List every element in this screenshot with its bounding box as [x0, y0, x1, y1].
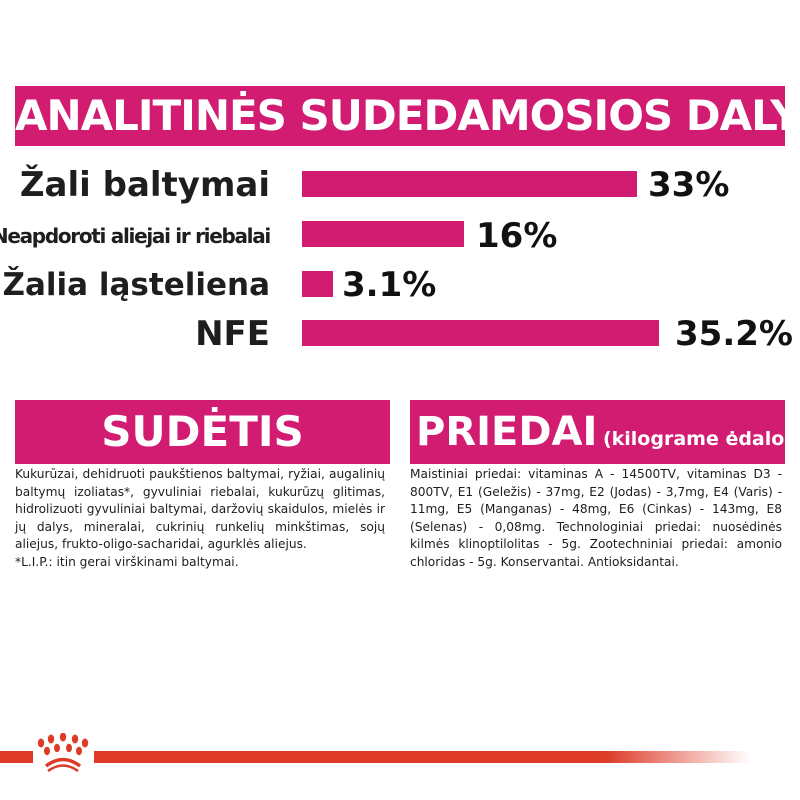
chart-row-fat: Neapdoroti aliejai ir riebalai 16%	[0, 216, 800, 256]
additives-text-block: Maistiniai priedai: vitaminas A - 14500T…	[410, 466, 782, 571]
bar	[302, 320, 659, 346]
composition-title: SUDĖTIS	[101, 407, 304, 456]
composition-text: Kukurūzai, dehidruoti paukštienos baltym…	[15, 467, 385, 551]
footer-line-left	[0, 751, 33, 763]
row-value: 35.2%	[675, 314, 793, 354]
row-value: 33%	[648, 165, 730, 205]
composition-header: SUDĖTIS	[15, 400, 390, 464]
chart-row-fibre: Žalia ląsteliena 3.1%	[0, 265, 800, 305]
row-label: Žalia ląsteliena	[2, 267, 270, 303]
composition-text-block: Kukurūzai, dehidruoti paukštienos baltym…	[15, 466, 385, 571]
chart-row-nfe: NFE 35.2%	[0, 314, 800, 354]
bar	[302, 171, 637, 197]
row-label: Neapdoroti aliejai ir riebalai	[0, 224, 271, 248]
additives-text: Maistiniai priedai: vitaminas A - 14500T…	[410, 467, 782, 569]
row-label: NFE	[195, 314, 270, 354]
chart-row-protein: Žali baltymai 33%	[0, 165, 800, 205]
composition-footnote: *L.I.P.: itin gerai virškinami baltymai.	[15, 554, 239, 569]
row-value: 3.1%	[342, 265, 437, 305]
additives-subtitle: (kilograme ėdalo)	[602, 428, 793, 450]
bar	[302, 271, 333, 297]
row-value: 16%	[476, 216, 558, 256]
additives-header: PRIEDAI (kilograme ėdalo)	[410, 400, 793, 464]
analysis-title-banner: ANALITINĖS SUDEDAMOSIOS DALYS	[15, 86, 800, 146]
footer-line-right	[94, 751, 750, 763]
crown-icon	[37, 733, 89, 773]
row-label: Žali baltymai	[19, 165, 270, 205]
additives-title: PRIEDAI	[416, 409, 598, 455]
bar	[302, 221, 464, 247]
